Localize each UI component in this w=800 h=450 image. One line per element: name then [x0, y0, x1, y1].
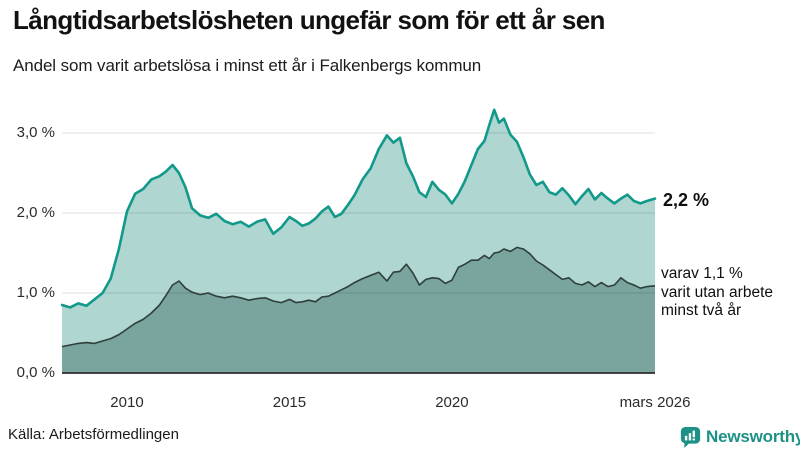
- bar-chart-speech-bubble-icon: [680, 426, 701, 448]
- page-subtitle: Andel som varit arbetslösa i minst ett å…: [13, 56, 482, 75]
- newsworthy-logo-text: Newsworthy: [706, 427, 800, 446]
- two-year-line: [61, 246, 656, 348]
- two-year-area: [62, 247, 655, 373]
- x-tick-label: 2020: [435, 394, 469, 411]
- latest-two-year-annotation: varav 1,1 % varit utan arbete minst två …: [661, 265, 774, 319]
- source-label: Källa: Arbetsförmedlingen: [8, 426, 179, 443]
- y-tick-label: 3,0 %: [16, 124, 55, 141]
- page-title: Långtidsarbetslösheten ungefär som för e…: [13, 5, 605, 35]
- x-tick-label: 2015: [272, 394, 307, 411]
- latest-total-value-label: 2,2 %: [663, 190, 710, 210]
- x-tick-label: mars 2026: [619, 394, 691, 411]
- x-tick-label: 2010: [110, 394, 144, 411]
- y-tick-label: 2,0 %: [16, 204, 55, 221]
- y-tick-label: 1,0 %: [16, 284, 55, 301]
- newsworthy-logo[interactable]: Newsworthy: [680, 426, 800, 448]
- y-tick-label: 0,0 %: [16, 364, 55, 381]
- total-line: [60, 108, 657, 309]
